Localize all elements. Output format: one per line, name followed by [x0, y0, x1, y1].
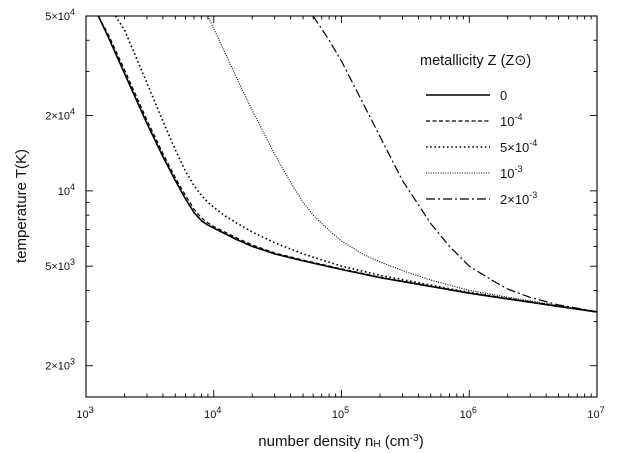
- y-tick-labels: 2×103 5×103 104 2×104 5×104: [45, 7, 75, 373]
- tick-group: [85, 15, 598, 397]
- series-line-3: [207, 16, 597, 313]
- y-axis-label: temperature T(K): [13, 149, 30, 263]
- x-tick-label-4: 107: [587, 405, 604, 421]
- legend: metallicity Z (Z⊙) 0 10-4 5×10-4 10-3 2×10-3: [420, 53, 537, 207]
- y-tick-label-2: 104: [58, 182, 75, 198]
- x-tick-label-2: 105: [332, 405, 349, 421]
- series-group: [97, 16, 597, 313]
- series-line-4: [312, 16, 597, 313]
- y-tick-label-4: 5×104: [45, 7, 75, 23]
- x-tick-label-1: 104: [204, 405, 221, 421]
- series-line-2: [114, 16, 597, 313]
- x-tick-label-0: 103: [76, 405, 93, 421]
- y-tick-label-1: 5×103: [45, 257, 75, 273]
- legend-label-3: 10-3: [500, 164, 522, 181]
- x-axis-label: number density nH (cm-3): [258, 433, 423, 450]
- legend-label-4: 2×10-3: [500, 190, 537, 207]
- legend-label-2: 5×10-4: [500, 138, 537, 155]
- legend-title: metallicity Z (Z⊙): [420, 53, 531, 69]
- series-line-1: [97, 16, 597, 313]
- legend-label-1: 10-4: [500, 112, 522, 129]
- x-tick-labels: 103 104 105 106 107: [76, 405, 604, 421]
- x-tick-label-3: 106: [460, 405, 477, 421]
- legend-label-0: 0: [500, 88, 507, 103]
- y-tick-label-3: 2×104: [45, 107, 75, 123]
- y-tick-label-0: 2×103: [45, 357, 75, 373]
